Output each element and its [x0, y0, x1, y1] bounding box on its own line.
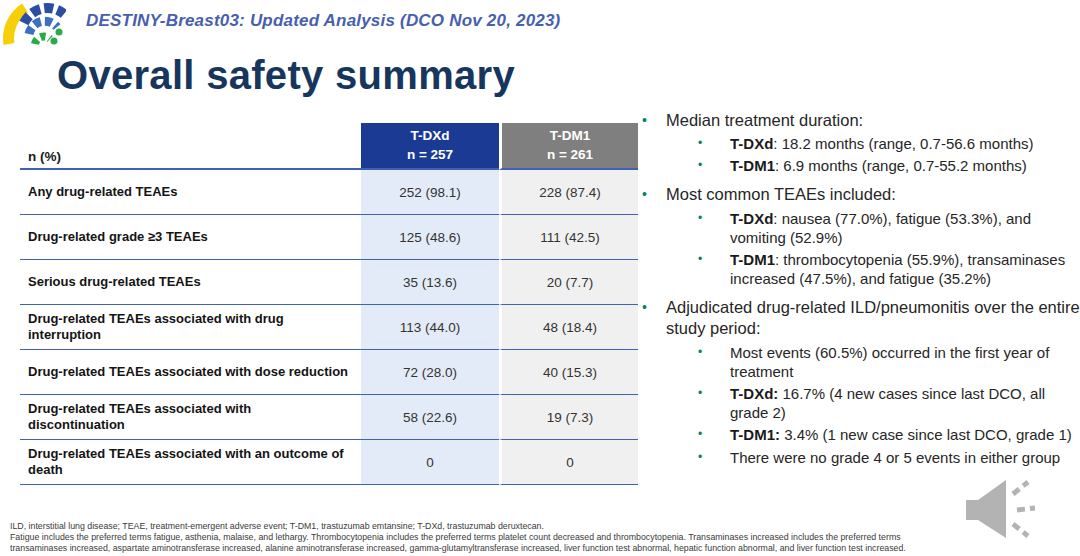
- key-point-text: T-DM1: 3.4% (1 new case since last DCO, …: [730, 425, 1072, 444]
- footnote-line: Fatigue includes the preferred terms fat…: [10, 532, 1076, 543]
- table-row-label: Drug-related TEAEs associated with an ou…: [20, 440, 361, 485]
- column-header-tdm1: T-DM1 n = 261: [499, 123, 638, 170]
- speaker-icon[interactable]: [958, 468, 1042, 552]
- column-drug-name: T-DM1: [550, 127, 591, 145]
- table-value-tdm1: 20 (7.7): [499, 260, 638, 305]
- table-corner-label: n (%): [20, 123, 361, 170]
- bullet-dot-icon: •: [642, 297, 666, 317]
- table-value-tdxd: 252 (98.1): [361, 170, 499, 215]
- key-point-text: There were no grade 4 or 5 events in eit…: [730, 448, 1060, 467]
- bullet-dot-icon: •: [698, 156, 730, 173]
- key-point-text: T-DM1: thrombocytopenia (55.9%), transam…: [730, 250, 1080, 288]
- table-value-tdxd: 113 (44.0): [361, 305, 499, 350]
- bullet-dot-icon: •: [698, 343, 730, 360]
- footnotes: ILD, interstitial lung disease; TEAE, tr…: [10, 521, 1076, 554]
- table-row-label: Drug-related grade ≥3 TEAEs: [20, 215, 361, 260]
- table-value-tdm1: 48 (18.4): [499, 305, 638, 350]
- key-subpoint: •There were no grade 4 or 5 events in ei…: [642, 448, 1080, 467]
- key-subpoint: •Most events (60.5%) occurred in the fir…: [642, 343, 1080, 381]
- table-value-tdxd: 125 (48.6): [361, 215, 499, 260]
- column-header-tdxd: T-DXd n = 257: [361, 123, 499, 170]
- column-n-count: n = 261: [547, 146, 593, 164]
- key-point: •Adjudicated drug-related ILD/pneumoniti…: [642, 297, 1080, 339]
- key-subpoint: •T-DXd: 16.7% (4 new cases since last DC…: [642, 384, 1080, 422]
- key-subpoint: •T-DM1: thrombocytopenia (55.9%), transa…: [642, 250, 1080, 288]
- key-point-text: T-DXd: 18.2 months (range, 0.7-56.6 mont…: [730, 134, 1034, 153]
- table-row-label: Drug-related TEAEs associated with dose …: [20, 350, 361, 395]
- banner-title: DESTINY-Breast03: Updated Analysis (DCO …: [86, 11, 560, 31]
- key-point: •Median treatment duration:: [642, 110, 1080, 131]
- key-point-text: T-DXd: nausea (77.0%), fatigue (53.3%), …: [730, 209, 1080, 247]
- bullet-dot-icon: •: [698, 209, 730, 226]
- table-row-label: Drug-related TEAEs associated with drug …: [20, 305, 361, 350]
- table-value-tdm1: 0: [499, 440, 638, 485]
- conference-logo-icon: [2, 1, 66, 45]
- table-value-tdm1: 111 (42.5): [499, 215, 638, 260]
- banner: DESTINY-Breast03: Updated Analysis (DCO …: [0, 0, 1080, 46]
- page-title: Overall safety summary: [57, 53, 515, 98]
- key-points-panel: •Median treatment duration:•T-DXd: 18.2 …: [642, 101, 1080, 470]
- bullet-dot-icon: •: [698, 448, 730, 465]
- slide: DESTINY-Breast03: Updated Analysis (DCO …: [0, 0, 1080, 556]
- footnote-line: ILD, interstitial lung disease; TEAE, tr…: [10, 521, 1076, 532]
- bullet-dot-icon: •: [642, 110, 666, 130]
- key-subpoint: •T-DXd: nausea (77.0%), fatigue (53.3%),…: [642, 209, 1080, 247]
- table-value-tdxd: 58 (22.6): [361, 395, 499, 440]
- column-n-count: n = 257: [407, 146, 453, 164]
- bullet-dot-icon: •: [698, 250, 730, 267]
- key-point-text: Median treatment duration:: [666, 110, 863, 131]
- key-point-text: T-DXd: 16.7% (4 new cases since last DCO…: [730, 384, 1080, 422]
- safety-table: n (%) T-DXd n = 257 T-DM1 n = 261 Any dr…: [20, 123, 638, 485]
- table-value-tdm1: 40 (15.3): [499, 350, 638, 395]
- table-value-tdxd: 72 (28.0): [361, 350, 499, 395]
- column-drug-name: T-DXd: [411, 127, 450, 145]
- bullet-dot-icon: •: [642, 184, 666, 204]
- bullet-dot-icon: •: [698, 134, 730, 151]
- table-value-tdm1: 228 (87.4): [499, 170, 638, 215]
- key-point-text: Most common TEAEs included:: [666, 184, 896, 205]
- key-point-text: Most events (60.5%) occurred in the firs…: [730, 343, 1080, 381]
- key-subpoint: •T-DXd: 18.2 months (range, 0.7-56.6 mon…: [642, 134, 1080, 153]
- table-row-label: Any drug-related TEAEs: [20, 170, 361, 215]
- table-value-tdxd: 0: [361, 440, 499, 485]
- key-subpoint: •T-DM1: 3.4% (1 new case since last DCO,…: [642, 425, 1080, 444]
- table-value-tdxd: 35 (13.6): [361, 260, 499, 305]
- key-point: •Most common TEAEs included:: [642, 184, 1080, 205]
- table-row-label: Serious drug-related TEAEs: [20, 260, 361, 305]
- table-value-tdm1: 19 (7.3): [499, 395, 638, 440]
- key-point-text: T-DM1: 6.9 months (range, 0.7-55.2 month…: [730, 156, 1027, 175]
- key-point-text: Adjudicated drug-related ILD/pneumonitis…: [666, 297, 1080, 339]
- footnote-line: transaminases increased, aspartate amino…: [10, 543, 1076, 554]
- bullet-dot-icon: •: [698, 384, 730, 401]
- key-subpoint: •T-DM1: 6.9 months (range, 0.7-55.2 mont…: [642, 156, 1080, 175]
- bullet-dot-icon: •: [698, 425, 730, 442]
- table-row-label: Drug-related TEAEs associated with disco…: [20, 395, 361, 440]
